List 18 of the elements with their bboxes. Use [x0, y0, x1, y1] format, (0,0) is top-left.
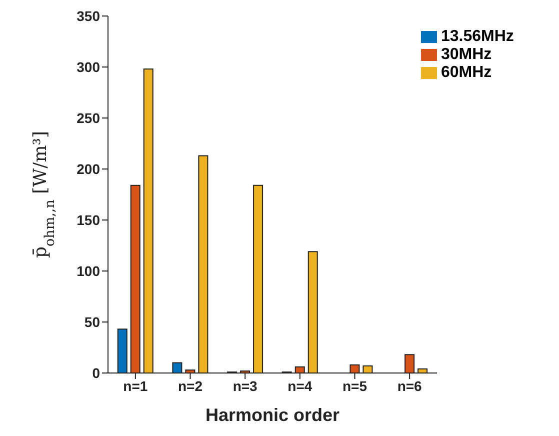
x-tick-label: n=2	[178, 378, 203, 394]
y-tick-label: 100	[76, 262, 100, 279]
x-tick-label: n=3	[232, 378, 258, 394]
y-tick-label: 150	[76, 212, 100, 228]
legend-label: 60MHz	[441, 64, 492, 81]
x-axis-title: Harmonic order	[205, 405, 340, 425]
x-tick-label: n=4	[288, 378, 312, 394]
x-tick-label: n=1	[123, 378, 148, 394]
y-tick-label: 0	[92, 364, 100, 381]
x-tick-label: n=6	[397, 378, 422, 394]
x-tick-label: n=5	[342, 378, 368, 394]
legend-label: 30MHz	[441, 46, 492, 63]
y-tick-label: 350	[76, 8, 100, 24]
y-tick-label: 300	[76, 58, 100, 75]
legend-label: 13.56MHz	[441, 28, 514, 45]
y-tick-label: 200	[76, 160, 100, 177]
y-tick-label: 250	[76, 110, 100, 126]
y-tick-label: 50	[84, 314, 100, 330]
